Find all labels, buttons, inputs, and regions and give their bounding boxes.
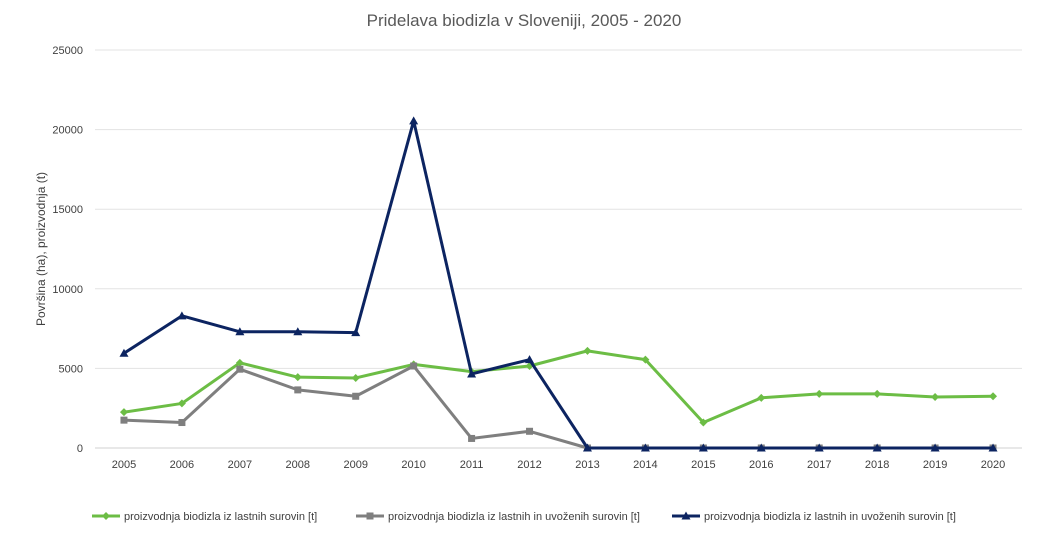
y-axis-label: Površina (ha), proizvodnja (t) — [34, 172, 48, 326]
data-point — [525, 355, 535, 364]
series-1 — [119, 346, 998, 427]
data-point — [177, 311, 187, 320]
x-tick-label: 2018 — [865, 459, 889, 471]
data-point — [641, 355, 650, 364]
chart-title: Pridelava biodizla v Sloveniji, 2005 - 2… — [367, 11, 682, 30]
data-point — [468, 434, 476, 442]
x-tick-label: 2012 — [517, 459, 541, 471]
y-tick-label: 20000 — [52, 125, 83, 137]
data-point — [931, 393, 940, 402]
x-tick-label: 2009 — [343, 459, 367, 471]
data-point — [119, 408, 128, 417]
legend-label: proizvodnja biodizla iz lastnih in uvože… — [388, 511, 640, 523]
data-point — [988, 443, 998, 452]
data-point — [989, 392, 998, 401]
data-point — [235, 358, 244, 367]
data-point — [352, 392, 360, 400]
legend-item: proizvodnja biodizla iz lastnih in uvože… — [672, 511, 956, 523]
legend-item: proizvodnja biodizla iz lastnih in uvože… — [356, 511, 640, 523]
x-tick-label: 2014 — [633, 459, 657, 471]
data-point — [293, 373, 302, 382]
series-line — [123, 364, 994, 450]
series-line — [123, 349, 994, 425]
x-tick-label: 2008 — [286, 459, 310, 471]
data-point — [236, 365, 244, 373]
data-point — [526, 427, 534, 435]
data-point — [872, 443, 882, 452]
legend-label: proizvodnja biodizla iz lastnih surovin … — [124, 511, 317, 523]
data-point — [409, 116, 419, 125]
legend-label: proizvodnja biodizla iz lastnih in uvože… — [704, 511, 956, 523]
x-tick-label: 2015 — [691, 459, 715, 471]
x-tick-label: 2019 — [923, 459, 947, 471]
x-tick-label: 2011 — [460, 459, 484, 471]
data-point — [930, 443, 940, 452]
x-tick-label: 2010 — [401, 459, 425, 471]
x-tick-label: 2017 — [807, 459, 831, 471]
data-point — [814, 443, 824, 452]
data-point — [467, 369, 477, 378]
series-3 — [119, 116, 998, 452]
y-tick-label: 15000 — [52, 204, 83, 216]
y-axis-ticks: 0 5000 10000 15000 20000 25000 — [52, 45, 83, 455]
data-point — [756, 443, 766, 452]
data-point — [119, 348, 129, 357]
data-point — [698, 443, 708, 452]
data-point — [757, 393, 766, 402]
legend-marker — [102, 512, 110, 520]
data-point — [640, 443, 650, 452]
data-point — [120, 416, 128, 424]
data-point — [873, 389, 882, 398]
data-point — [583, 346, 592, 355]
gridlines — [95, 49, 1022, 449]
y-tick-label: 5000 — [59, 363, 83, 375]
data-point — [351, 328, 361, 337]
x-tick-label: 2006 — [170, 459, 194, 471]
data-point — [178, 419, 186, 427]
series-2 — [120, 362, 997, 452]
x-tick-label: 2007 — [228, 459, 252, 471]
data-point — [699, 418, 708, 427]
data-point — [351, 373, 360, 382]
data-point — [815, 389, 824, 398]
x-tick-label: 2013 — [575, 459, 599, 471]
data-point — [177, 399, 186, 408]
data-point — [410, 362, 418, 370]
series-group — [119, 116, 998, 452]
legend-marker — [366, 512, 374, 520]
data-point — [582, 443, 592, 452]
y-tick-label: 10000 — [52, 284, 83, 296]
x-tick-label: 2020 — [981, 459, 1005, 471]
data-point — [294, 386, 302, 394]
x-tick-label: 2005 — [112, 459, 136, 471]
data-point — [235, 327, 245, 336]
y-tick-label: 25000 — [52, 45, 83, 57]
x-axis-ticks: 2005 2006 2007 2008 2009 2010 2011 2012 2013 2014… — [112, 459, 1006, 471]
legend: proizvodnja biodizla iz lastnih surovin … — [92, 511, 956, 523]
legend-marker — [681, 511, 691, 520]
y-tick-label: 0 — [77, 443, 83, 455]
data-point — [293, 327, 303, 336]
series-line — [123, 119, 994, 450]
legend-item: proizvodnja biodizla iz lastnih surovin … — [92, 511, 317, 523]
x-tick-label: 2016 — [749, 459, 773, 471]
